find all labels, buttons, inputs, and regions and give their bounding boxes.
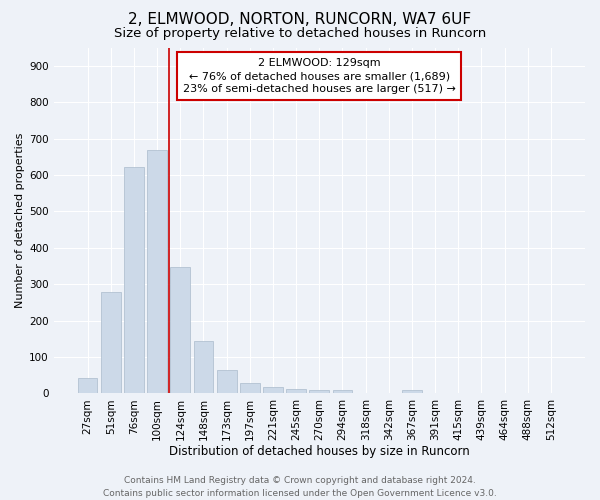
Bar [101,292,121,394]
Bar [124,167,144,394]
Text: Contains HM Land Registry data © Crown copyright and database right 2024.
Contai: Contains HM Land Registry data © Crown c… [103,476,497,498]
Text: 2 ELMWOOD: 129sqm
← 76% of detached houses are smaller (1,689)
23% of semi-detac: 2 ELMWOOD: 129sqm ← 76% of detached hous… [183,58,456,94]
Bar [217,370,236,394]
Bar [240,383,260,394]
Bar [332,390,352,394]
Bar [148,150,167,394]
Text: 2, ELMWOOD, NORTON, RUNCORN, WA7 6UF: 2, ELMWOOD, NORTON, RUNCORN, WA7 6UF [128,12,472,28]
Y-axis label: Number of detached properties: Number of detached properties [15,132,25,308]
Bar [170,266,190,394]
Bar [286,389,306,394]
X-axis label: Distribution of detached houses by size in Runcorn: Distribution of detached houses by size … [169,444,470,458]
Bar [194,340,214,394]
Bar [263,387,283,394]
Bar [78,378,97,394]
Text: Size of property relative to detached houses in Runcorn: Size of property relative to detached ho… [114,28,486,40]
Bar [402,390,422,394]
Bar [310,390,329,394]
